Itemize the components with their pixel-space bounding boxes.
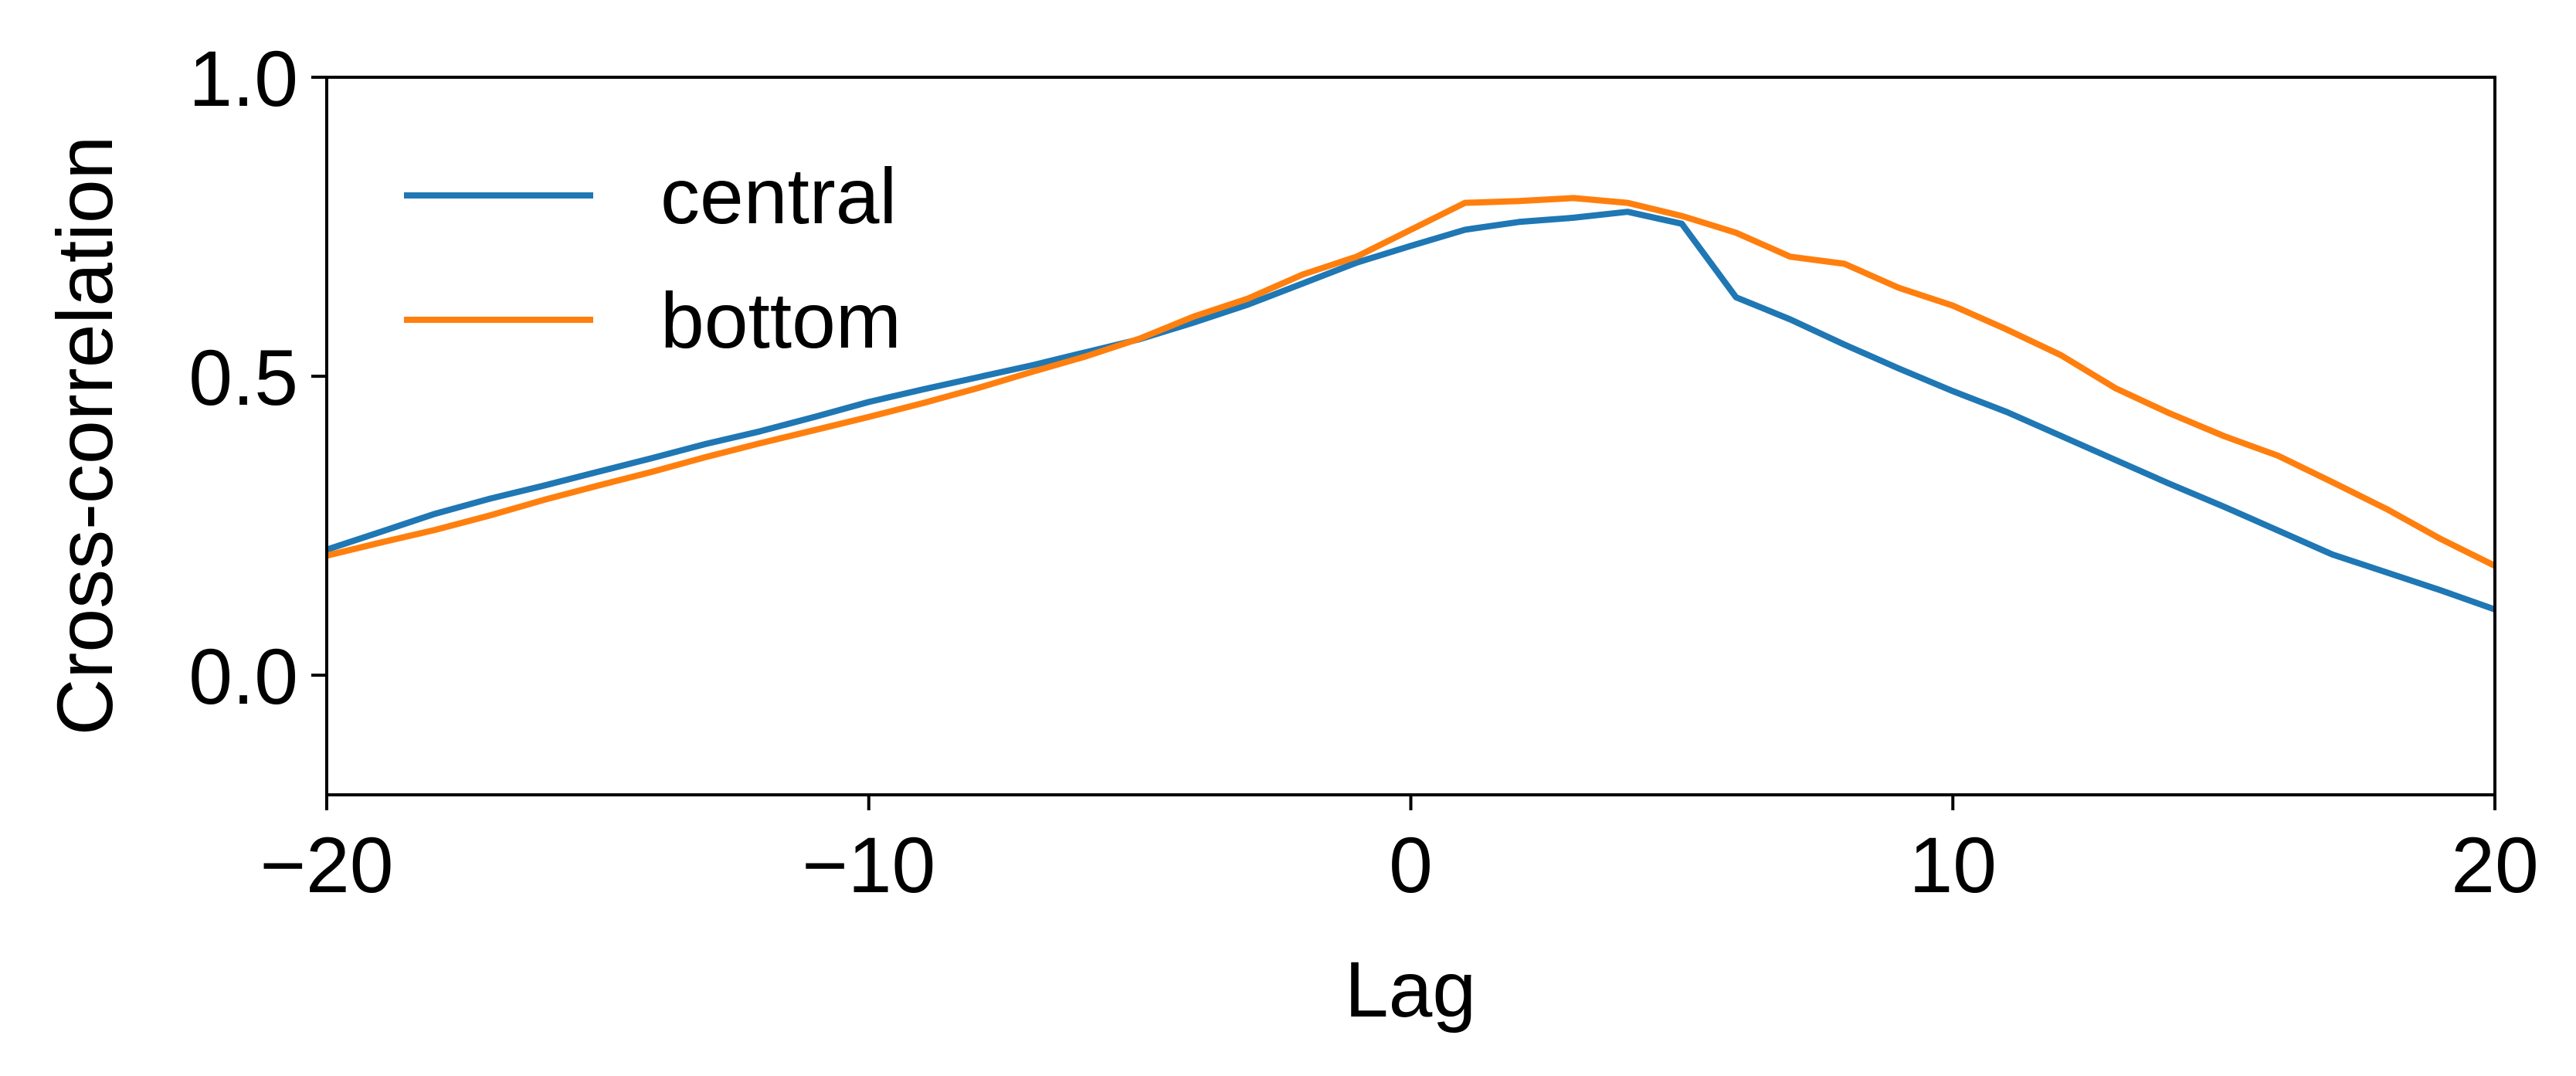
plot-frame — [325, 76, 2496, 796]
legend: central bottom — [404, 152, 901, 365]
series-line-central — [325, 209, 2496, 613]
plot-lines — [325, 195, 2496, 613]
x-axis-label: Lag — [1345, 945, 1476, 1034]
x-tick-label: 10 — [1909, 821, 1997, 909]
y-axis: 0.0 0.5 1.0 — [188, 35, 327, 721]
series-line-bottom — [326, 195, 2496, 569]
x-axis: −20 −10 0 10 20 — [260, 795, 2539, 909]
x-tick-label: −10 — [802, 821, 935, 909]
x-tick-label: −20 — [260, 821, 393, 909]
x-tick-label: 0 — [1389, 821, 1433, 909]
legend-label-bottom: bottom — [660, 277, 901, 365]
y-tick-label: 1.0 — [188, 35, 298, 123]
x-tick-label: 20 — [2451, 821, 2538, 909]
y-tick-label: 0.5 — [188, 334, 298, 422]
y-tick-label: 0.0 — [188, 633, 298, 721]
y-axis-label: Cross-correlation — [41, 136, 129, 736]
legend-label-central: central — [660, 152, 897, 240]
